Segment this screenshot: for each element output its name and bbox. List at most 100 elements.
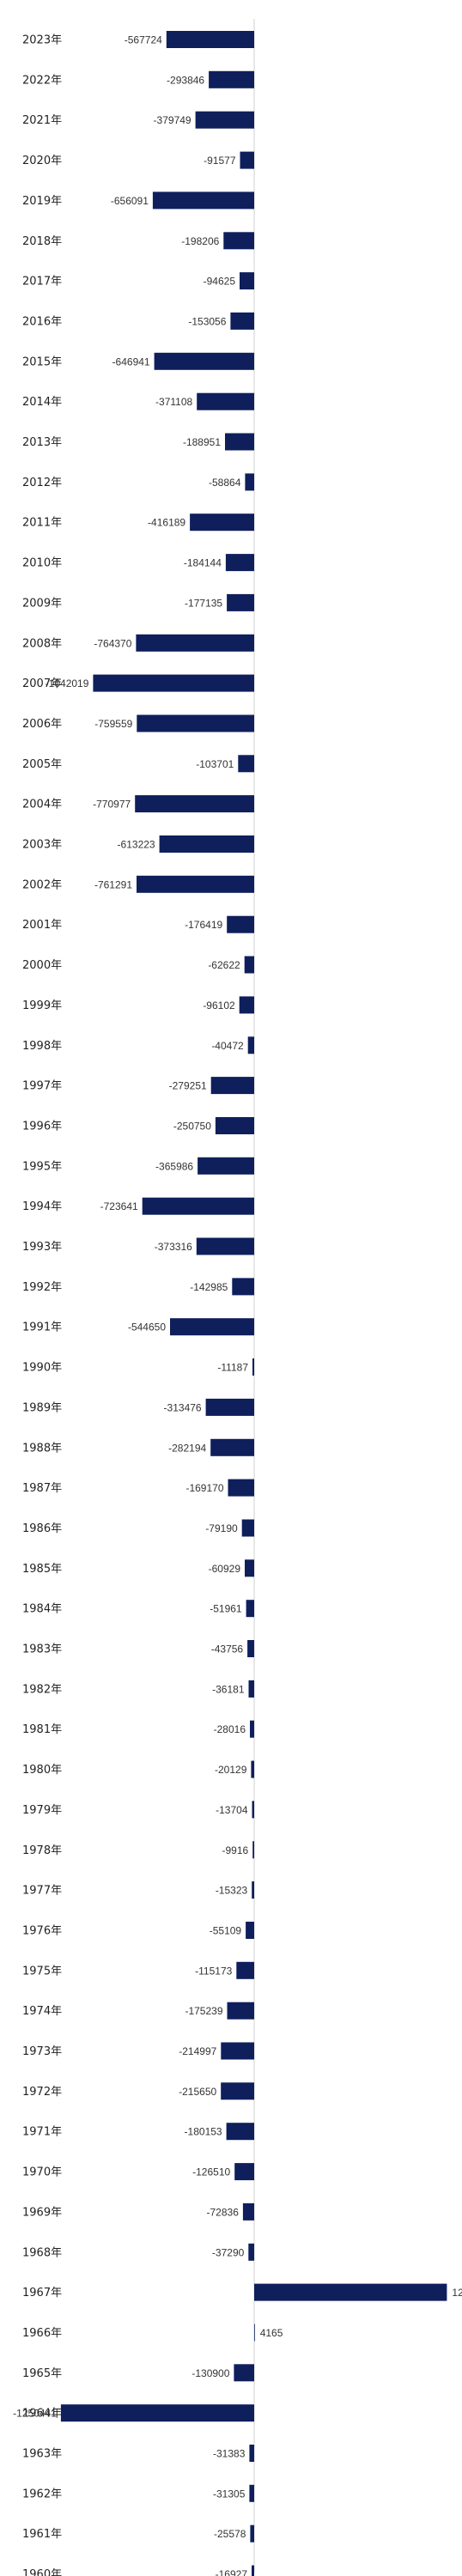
value-label: -16927	[216, 2568, 248, 2576]
bar	[234, 2163, 254, 2181]
bar	[170, 1318, 254, 1336]
value-label: -153056	[188, 315, 226, 327]
value-label: -72836	[207, 2206, 240, 2218]
bar	[252, 2565, 254, 2576]
bar	[205, 1398, 254, 1416]
bar	[215, 1117, 254, 1134]
value-label: -169170	[185, 1482, 223, 1494]
bar	[196, 1237, 254, 1255]
year-label: 2002年	[22, 878, 62, 891]
bar	[210, 1438, 254, 1456]
year-label: 1983年	[22, 1643, 62, 1656]
value-label: -188951	[183, 436, 221, 448]
year-label: 2011年	[22, 517, 62, 530]
year-label: 2008年	[22, 637, 62, 650]
bar	[210, 1077, 254, 1095]
year-label: 1989年	[22, 1401, 62, 1414]
year-label: 2016年	[22, 315, 62, 328]
year-label: 1967年	[22, 2287, 62, 2300]
value-label: -94625	[204, 276, 236, 288]
year-label: 1981年	[22, 1723, 62, 1736]
year-label: 1986年	[22, 1522, 62, 1535]
year-label: 1970年	[22, 2166, 62, 2179]
value-label: -11187	[217, 1362, 248, 1374]
bar	[234, 2364, 254, 2382]
value-label: -279251	[169, 1080, 207, 1092]
year-label: 2007年	[22, 677, 62, 690]
year-label: 2017年	[22, 276, 62, 289]
value-label: -656091	[111, 195, 149, 207]
year-label: 1988年	[22, 1442, 62, 1455]
year-label: 2003年	[22, 839, 62, 852]
bar	[195, 111, 254, 129]
year-label: 2022年	[22, 74, 62, 87]
value-label: -373316	[155, 1241, 192, 1253]
bar	[250, 1720, 254, 1738]
year-label: 1997年	[22, 1080, 62, 1093]
year-label: 1976年	[22, 1925, 62, 1938]
year-label: 2012年	[22, 477, 62, 489]
bar	[238, 755, 254, 773]
value-label: -770977	[93, 799, 131, 811]
bar	[209, 70, 254, 88]
bar	[142, 1197, 254, 1215]
bar	[236, 1961, 254, 1979]
value-label: -58864	[209, 477, 241, 489]
year-label: 2014年	[22, 396, 62, 409]
bar	[221, 2042, 254, 2060]
year-label: 1979年	[22, 1804, 62, 1817]
bar	[246, 1600, 254, 1618]
year-label: 2020年	[22, 155, 62, 167]
year-label: 2010年	[22, 557, 62, 570]
year-label: 1980年	[22, 1764, 62, 1777]
year-label: 1972年	[22, 2086, 62, 2099]
bar	[246, 1922, 254, 1939]
year-label: 1996年	[22, 1121, 62, 1133]
value-labels-group: -567724 -293846 -379749 -91577 -656091 -19820…	[13, 34, 462, 2576]
bar	[239, 996, 254, 1014]
bar	[248, 2243, 254, 2261]
year-label: 1992年	[22, 1281, 62, 1294]
bar	[240, 272, 254, 290]
year-label: 2006年	[22, 718, 62, 731]
bar	[245, 1559, 254, 1577]
year-label: 1975年	[22, 1965, 62, 1978]
value-label: 4165	[260, 2327, 283, 2339]
bar	[249, 2484, 254, 2502]
bar	[252, 1841, 254, 1859]
value-label: -214997	[179, 2045, 216, 2057]
year-label: 1985年	[22, 1563, 62, 1576]
bar	[248, 1680, 254, 1698]
bar	[190, 513, 254, 532]
year-label: 1984年	[22, 1603, 62, 1616]
year-label: 2021年	[22, 114, 62, 127]
year-label: 2005年	[22, 758, 62, 771]
year-label: 1978年	[22, 1844, 62, 1857]
value-label: -379749	[154, 114, 191, 126]
year-label: 1971年	[22, 2126, 62, 2139]
value-label: -764370	[94, 637, 131, 649]
value-label: -25578	[214, 2528, 246, 2540]
bar	[247, 1640, 254, 1657]
year-label: 1990年	[22, 1362, 62, 1375]
value-label: -371108	[155, 396, 192, 408]
value-label: -365986	[155, 1160, 193, 1172]
value-label: -13704	[216, 1804, 248, 1816]
value-label: -55109	[210, 1925, 242, 1937]
value-label: -91577	[204, 155, 236, 167]
bar	[225, 554, 254, 572]
value-label: -293846	[167, 74, 204, 86]
year-label: 1974年	[22, 2005, 62, 2018]
bar	[250, 2524, 254, 2543]
year-label: 1982年	[22, 1683, 62, 1696]
bar	[137, 714, 254, 732]
value-label: -36181	[212, 1683, 245, 1695]
year-label: 2019年	[22, 195, 62, 208]
bar	[228, 1479, 254, 1497]
value-label: -96102	[203, 999, 235, 1012]
value-label: -9916	[222, 1844, 248, 1856]
value-label: -176419	[185, 919, 222, 931]
bar	[230, 312, 254, 330]
bar	[244, 956, 254, 974]
bar	[136, 634, 254, 652]
